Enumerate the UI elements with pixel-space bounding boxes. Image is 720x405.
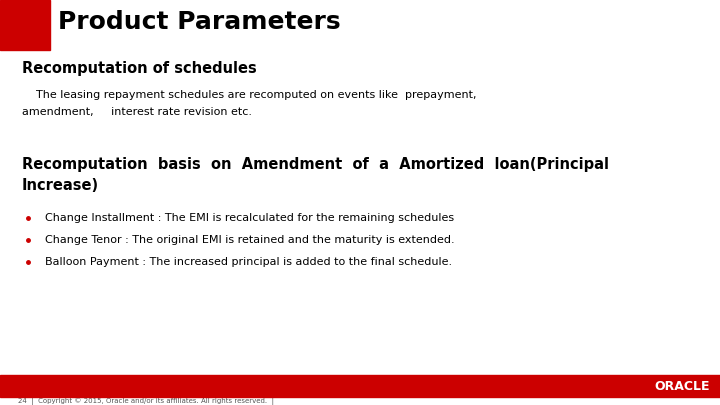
Text: Product Parameters: Product Parameters (58, 10, 341, 34)
Text: 24  |  Copyright © 2015, Oracle and/or its affiliates. All rights reserved.  |: 24 | Copyright © 2015, Oracle and/or its… (18, 397, 274, 405)
Text: Increase): Increase) (22, 177, 99, 192)
Text: amendment,     interest rate revision etc.: amendment, interest rate revision etc. (22, 107, 252, 117)
Bar (0, 0, 50, 50)
Text: Change Installment : The EMI is recalculated for the remaining schedules: Change Installment : The EMI is recalcul… (45, 213, 454, 223)
Text: ORACLE: ORACLE (654, 379, 710, 392)
Text: Recomputation  basis  on  Amendment  of  a  Amortized  loan(Principal: Recomputation basis on Amendment of a Am… (22, 158, 609, 173)
Text: Recomputation of schedules: Recomputation of schedules (22, 60, 257, 75)
Text: Balloon Payment : The increased principal is added to the final schedule.: Balloon Payment : The increased principa… (45, 257, 452, 267)
Bar (0, 375, 720, 397)
Text: The leasing repayment schedules are recomputed on events like  prepayment,: The leasing repayment schedules are reco… (22, 90, 477, 100)
Text: Change Tenor : The original EMI is retained and the maturity is extended.: Change Tenor : The original EMI is retai… (45, 235, 454, 245)
